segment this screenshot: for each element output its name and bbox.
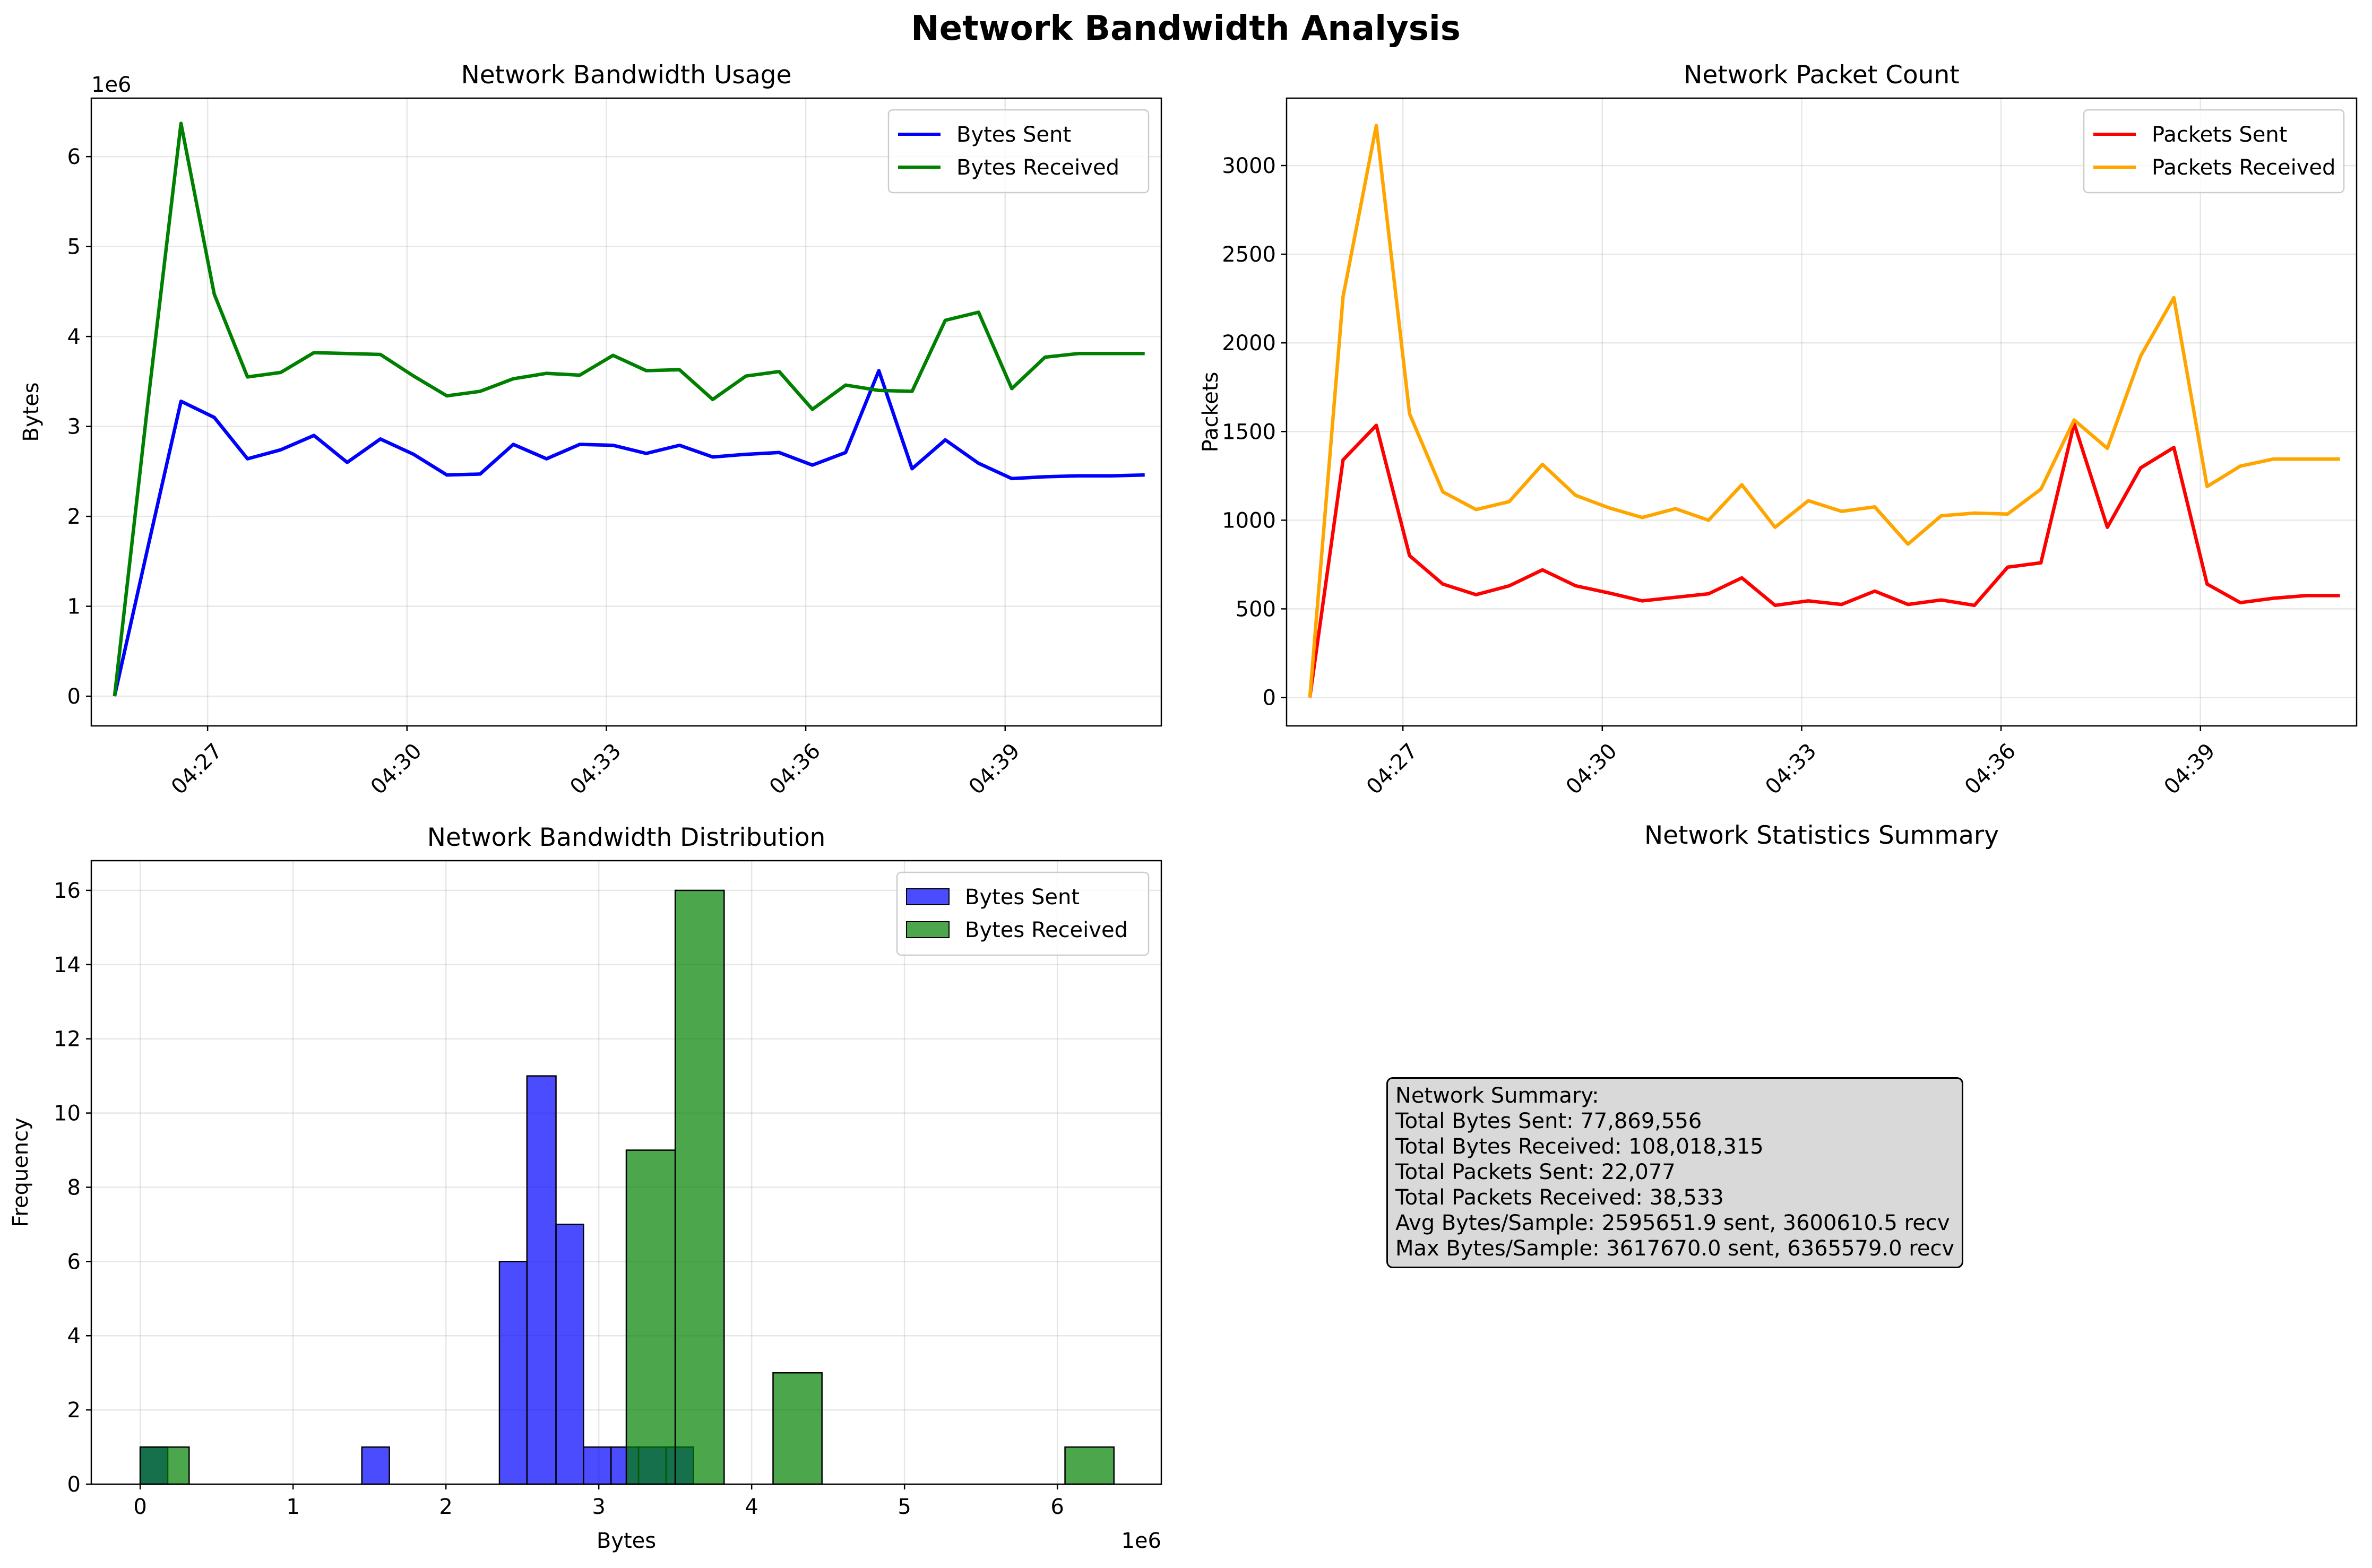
histogram-bar xyxy=(498,1261,528,1485)
x-tick-label: 04:33 xyxy=(1761,739,1821,799)
x-tick-label: 4 xyxy=(745,1495,758,1519)
chart-title: Network Bandwidth Distribution xyxy=(427,823,826,852)
y-tick-label: 3000 xyxy=(1222,154,1276,178)
x-tick-label: 04:36 xyxy=(1960,739,2021,799)
legend: Bytes Sent Bytes Received xyxy=(896,871,1150,956)
y-tick-label: 0 xyxy=(67,1472,81,1497)
y-axis-label: Packets xyxy=(1198,372,1223,453)
y-tick-label: 1000 xyxy=(1222,508,1276,533)
x-tick-label: 2 xyxy=(439,1495,452,1519)
histogram-bar xyxy=(526,1075,557,1485)
axes-frame xyxy=(1286,97,2358,727)
histogram-bar xyxy=(555,1224,584,1485)
summary-line: Network Summary: xyxy=(1395,1084,1599,1108)
summary-line: Avg Bytes/Sample: 2595651.9 sent, 360061… xyxy=(1395,1211,1950,1235)
axes-frame xyxy=(90,860,1162,1485)
y-offset-text: 1e6 xyxy=(91,73,132,97)
legend-label: Packets Sent xyxy=(2152,123,2287,147)
series-line-bytes-sent xyxy=(113,369,1145,697)
y-tick-label: 5 xyxy=(67,235,81,259)
legend: Packets Sent Packets Received xyxy=(2083,109,2345,194)
legend: Bytes Sent Bytes Received xyxy=(887,109,1150,194)
x-tick-label: 04:39 xyxy=(2160,739,2220,799)
y-tick-label: 8 xyxy=(67,1175,81,1200)
x-tick-label: 5 xyxy=(898,1495,911,1519)
legend-swatch xyxy=(906,888,950,905)
x-tick-label: 0 xyxy=(133,1495,146,1519)
x-tick-label: 6 xyxy=(1050,1495,1064,1519)
y-axis-label: Frequency xyxy=(8,1117,33,1227)
x-tick-label: 04:30 xyxy=(1562,739,1622,799)
histogram-bar xyxy=(139,1446,190,1485)
summary-line: Total Bytes Received: 108,018,315 xyxy=(1395,1134,1764,1159)
packet-count-chart: Network Packet Count 0 500 1000 1500 2000 2500… xyxy=(1198,60,2358,799)
y-tick-label: 4 xyxy=(67,1324,81,1348)
y-tick-label: 16 xyxy=(54,879,81,903)
x-tick-label: 1 xyxy=(286,1495,299,1519)
y-tick-label: 1500 xyxy=(1222,420,1276,444)
y-tick-label: 2500 xyxy=(1222,242,1276,267)
chart-title: Network Bandwidth Usage xyxy=(461,60,792,90)
y-tick-label: 14 xyxy=(54,953,81,977)
summary-line: Total Packets Received: 38,533 xyxy=(1395,1185,1724,1210)
chart-title: Network Packet Count xyxy=(1684,60,1959,90)
histogram-bar xyxy=(625,1149,676,1485)
summary-text-box: Network Summary: Total Bytes Sent: 77,869… xyxy=(1386,1077,1964,1268)
x-tick-label: 04:39 xyxy=(964,739,1025,799)
y-tick-label: 2000 xyxy=(1222,331,1276,356)
legend-box xyxy=(887,109,1150,194)
y-tick-label: 500 xyxy=(1236,597,1276,621)
y-tick-label: 4 xyxy=(67,325,81,349)
series-line-packets-received xyxy=(1308,124,2340,698)
y-tick-label: 1 xyxy=(67,595,81,619)
y-tick-label: 6 xyxy=(67,145,81,169)
figure-title: Network Bandwidth Analysis xyxy=(911,9,1461,48)
summary-line: Total Bytes Sent: 77,869,556 xyxy=(1395,1109,1702,1133)
plot-area xyxy=(91,98,1161,726)
x-tick-label: 3 xyxy=(592,1495,605,1519)
x-axis-label: Bytes xyxy=(597,1529,656,1553)
summary-line: Max Bytes/Sample: 3617670.0 sent, 636557… xyxy=(1395,1236,1955,1261)
legend-box xyxy=(2083,109,2345,194)
x-tick-label: 04:36 xyxy=(765,739,825,799)
y-tick-label: 0 xyxy=(67,685,81,709)
legend-label: Bytes Received xyxy=(956,155,1119,180)
summary-panel-title: Network Statistics Summary xyxy=(1644,821,1999,850)
histogram-bar xyxy=(674,889,725,1485)
histogram-bar xyxy=(1064,1446,1115,1485)
x-tick-label: 04:33 xyxy=(565,739,626,799)
axes-frame xyxy=(90,97,1162,727)
summary-line: Total Packets Sent: 22,077 xyxy=(1395,1160,1676,1184)
y-tick-label: 0 xyxy=(1263,686,1276,711)
bandwidth-usage-chart: Network Bandwidth Usage 0 1 2 3 4 5 6 04:27 04:30… xyxy=(19,60,1162,799)
histogram-bar xyxy=(772,1372,823,1485)
x-tick-label: 04:30 xyxy=(366,739,427,799)
y-tick-label: 2 xyxy=(67,1398,81,1423)
x-offset-text: 1e6 xyxy=(1121,1529,1161,1553)
legend-label: Bytes Received xyxy=(965,918,1128,942)
legend-label: Bytes Sent xyxy=(956,123,1071,147)
plot-area xyxy=(1287,98,2357,726)
histogram-bar xyxy=(361,1446,390,1485)
series-line-bytes-received xyxy=(113,122,1145,697)
legend-label: Packets Received xyxy=(2152,155,2335,180)
legend-label: Bytes Sent xyxy=(965,885,1080,909)
legend-swatch xyxy=(906,921,950,938)
bandwidth-distribution-chart: Network Bandwidth Distribution0246810121… xyxy=(8,823,1162,1553)
y-tick-label: 2 xyxy=(67,505,81,529)
y-tick-label: 6 xyxy=(67,1250,81,1274)
histogram-bar xyxy=(583,1446,612,1485)
y-tick-label: 12 xyxy=(54,1027,81,1052)
x-tick-label: 04:27 xyxy=(1362,739,1422,799)
y-tick-label: 3 xyxy=(67,415,81,439)
series-line-packets-sent xyxy=(1308,421,2340,698)
y-axis-label: Bytes xyxy=(19,382,44,441)
legend-box xyxy=(896,871,1150,956)
y-tick-label: 10 xyxy=(54,1102,81,1126)
x-tick-label: 04:27 xyxy=(167,739,227,799)
